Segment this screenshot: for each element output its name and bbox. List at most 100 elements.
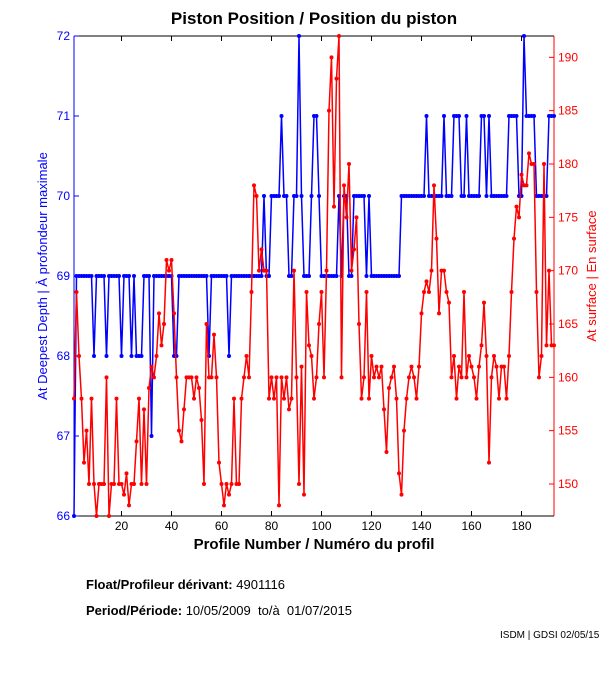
surface-point xyxy=(457,364,461,369)
surface-point xyxy=(222,503,226,508)
surface-point xyxy=(504,396,509,401)
surface-point xyxy=(304,290,309,294)
surface-point xyxy=(424,279,429,284)
deepest-depth-point xyxy=(482,114,486,118)
surface-point xyxy=(312,396,316,401)
surface-point xyxy=(387,386,391,390)
x-tick-label: 140 xyxy=(411,519,431,533)
surface-point xyxy=(204,322,209,326)
deepest-depth-point xyxy=(127,274,131,278)
x-tick-label: 160 xyxy=(461,519,481,533)
deepest-depth-point xyxy=(317,194,321,198)
right-y-tick-label: 155 xyxy=(558,424,578,438)
surface-point xyxy=(442,268,446,273)
deepest-depth-point xyxy=(119,354,124,358)
deepest-depth-point xyxy=(267,274,271,278)
surface-point xyxy=(527,151,531,156)
surface-point xyxy=(412,375,416,380)
surface-point xyxy=(399,492,404,497)
deepest-depth-point xyxy=(364,274,369,278)
surface-point xyxy=(124,471,129,476)
period-info: Period/Période: 10/05/2009 to/à 01/07/20… xyxy=(86,603,352,618)
surface-point xyxy=(474,396,479,401)
surface-point xyxy=(77,354,81,358)
surface-point xyxy=(354,215,359,220)
surface-point xyxy=(427,290,431,294)
surface-point xyxy=(327,108,331,113)
surface-point xyxy=(277,503,281,508)
surface-point xyxy=(102,482,106,486)
credit: ISDM | GDSI 02/05/15 xyxy=(500,630,600,641)
surface-point xyxy=(337,34,341,38)
x-tick-label: 80 xyxy=(265,519,279,533)
surface-point xyxy=(449,375,454,380)
deepest-depth-point xyxy=(279,114,284,118)
deepest-depth-point xyxy=(334,274,339,278)
right-y-axis-label: At surface | En surface xyxy=(584,210,599,341)
surface-point xyxy=(369,354,374,358)
surface-point xyxy=(342,183,346,188)
deepest-depth-point xyxy=(462,194,466,198)
period-label: Period/Période: xyxy=(86,603,183,618)
surface-point xyxy=(302,492,306,497)
surface-point xyxy=(94,514,99,518)
deepest-depth-point xyxy=(297,34,301,38)
surface-point xyxy=(84,428,89,433)
surface-point xyxy=(524,183,529,188)
deepest-depth-point xyxy=(139,354,144,358)
surface-point xyxy=(477,364,481,369)
surface-point xyxy=(292,268,296,273)
surface-point xyxy=(357,322,361,326)
surface-point xyxy=(127,503,131,508)
surface-point xyxy=(252,183,256,188)
surface-point xyxy=(329,55,334,60)
surface-point xyxy=(407,375,411,380)
deepest-depth-point xyxy=(544,194,549,198)
surface-point xyxy=(149,364,154,369)
surface-point xyxy=(172,311,176,316)
surface-point xyxy=(174,375,179,380)
deepest-depth-point xyxy=(487,114,491,118)
deepest-depth-point xyxy=(89,274,94,278)
deepest-depth-point xyxy=(397,274,401,278)
deepest-depth-point xyxy=(442,114,446,118)
surface-point xyxy=(164,258,169,262)
surface-point xyxy=(244,354,249,358)
deepest-depth-point xyxy=(349,274,354,278)
surface-point xyxy=(324,268,329,273)
surface-point xyxy=(507,354,511,358)
x-tick-label: 60 xyxy=(215,519,229,533)
right-y-tick-label: 170 xyxy=(558,264,578,278)
surface-point xyxy=(134,439,139,444)
surface-point xyxy=(192,396,196,401)
surface-point xyxy=(537,375,541,380)
deepest-depth-point xyxy=(422,194,426,198)
surface-point xyxy=(194,375,199,380)
surface-point xyxy=(227,492,231,497)
surface-point xyxy=(489,375,494,380)
deepest-depth-point xyxy=(92,354,96,358)
deepest-depth-point xyxy=(464,114,469,118)
surface-point xyxy=(182,407,186,412)
surface-point xyxy=(344,215,349,220)
deepest-depth-point xyxy=(294,194,299,198)
deepest-depth-point xyxy=(439,194,444,198)
surface-point xyxy=(212,332,216,337)
surface-point xyxy=(374,364,379,369)
surface-point xyxy=(197,386,201,390)
surface-point xyxy=(454,396,459,401)
surface-point xyxy=(382,407,386,412)
surface-point xyxy=(237,482,241,486)
right-y-tick-label: 190 xyxy=(558,50,578,64)
surface-point xyxy=(219,482,224,486)
surface-point xyxy=(202,482,206,486)
surface-point xyxy=(309,354,314,358)
deepest-depth-point xyxy=(299,194,304,198)
surface-point xyxy=(104,375,109,380)
surface-point xyxy=(534,290,539,294)
surface-point xyxy=(367,396,371,401)
surface-point xyxy=(452,354,456,358)
deepest-depth-point xyxy=(522,34,526,38)
surface-point xyxy=(437,311,441,316)
